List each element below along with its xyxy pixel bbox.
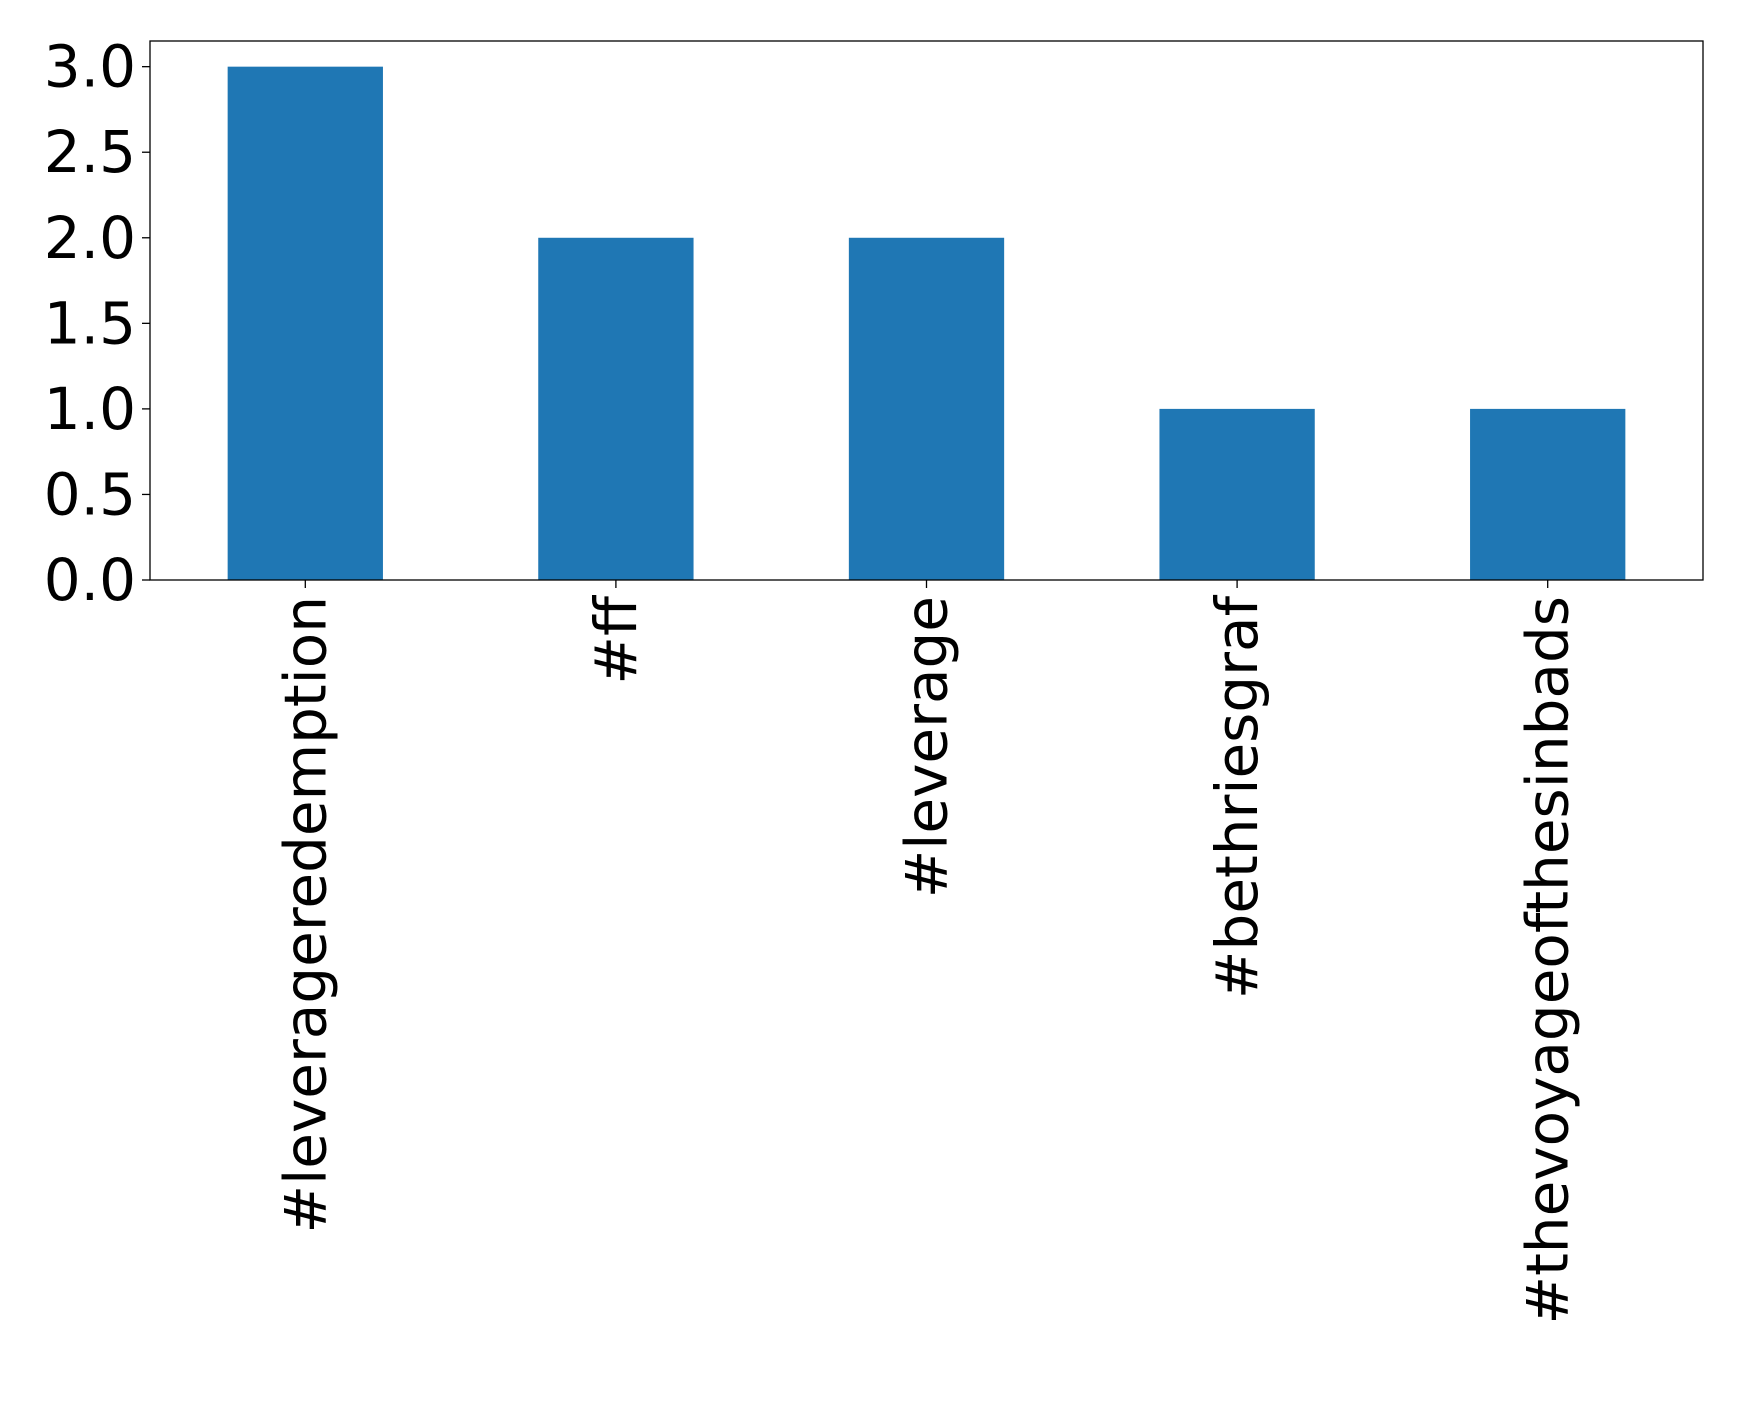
x-tick-label-3: #bethriesgraf — [1203, 594, 1271, 999]
x-tick-label-0: #leverageredemption — [271, 596, 339, 1233]
bar-1 — [538, 237, 694, 580]
x-tick-label-1: #ff — [582, 594, 650, 685]
y-tick-label-5: 2.5 — [44, 118, 136, 186]
y-tick-label-2: 1.0 — [44, 375, 136, 443]
bar-4 — [1470, 408, 1626, 580]
y-tick-label-3: 1.5 — [44, 289, 136, 357]
y-tick-label-1: 0.5 — [44, 460, 136, 528]
y-tick-label-4: 2.0 — [44, 204, 136, 272]
bars-layer — [227, 66, 1626, 580]
y-tick-label-6: 3.0 — [44, 33, 136, 101]
y-tick-label-0: 0.0 — [44, 546, 136, 614]
bar-0 — [227, 66, 383, 580]
x-axis: #leverageredemption #ff #leverage #bethries… — [271, 580, 1582, 1325]
y-axis: 0.0 0.5 1.0 1.5 2.0 2.5 3.0 — [44, 33, 150, 614]
bar-2 — [848, 237, 1005, 580]
bar-3 — [1159, 408, 1315, 580]
x-tick-label-4: #thevoyageofthesinbads — [1514, 596, 1582, 1325]
x-tick-label-2: #leverage — [893, 596, 961, 898]
